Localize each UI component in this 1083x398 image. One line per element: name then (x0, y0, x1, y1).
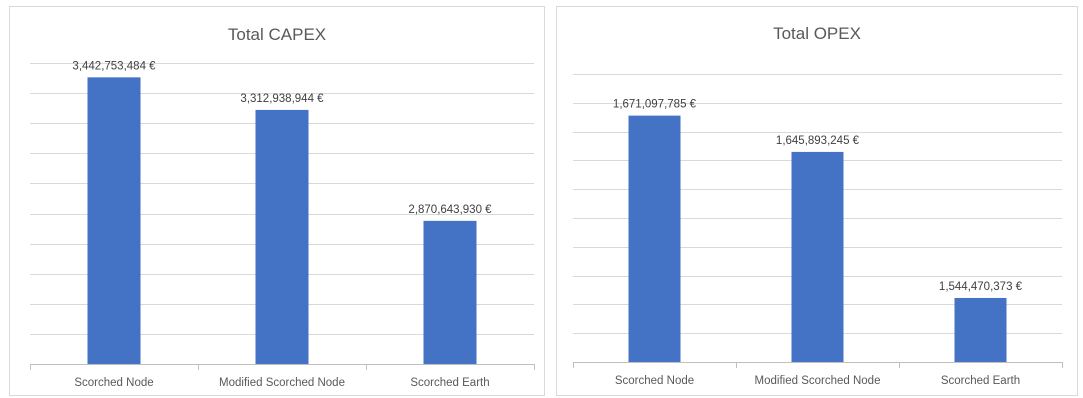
data-label: 3,442,753,484 € (72, 60, 156, 72)
x-tick-label: Modified Scorched Node (219, 377, 345, 389)
bar-scorched-earth (423, 220, 477, 364)
x-tick-label: Scorched Earth (410, 377, 489, 389)
bar-modified-scorched-node (791, 151, 844, 362)
chart-title: Total CAPEX (228, 25, 326, 44)
chart-title: Total OPEX (773, 24, 861, 43)
data-label: 3,312,938,944 € (240, 93, 324, 105)
x-tick-label: Scorched Node (615, 375, 694, 387)
data-label: 1,645,893,245 € (776, 135, 860, 147)
data-label: 2,870,643,930 € (408, 204, 492, 216)
bar-modified-scorched-node (255, 109, 309, 365)
bar-scorched-earth (954, 297, 1007, 362)
x-tick-label: Modified Scorched Node (755, 375, 881, 387)
opex-chart-panel: Total OPEX 1,671,097,785 € Scorched Node 1,… (556, 6, 1078, 396)
data-label: 1,671,097,785 € (613, 99, 697, 111)
data-label: 1,544,470,373 € (939, 281, 1023, 293)
bar-scorched-node (87, 77, 141, 364)
capex-bar-chart: Total CAPEX 3,442,753,484 € Scorched Node 3… (30, 25, 535, 389)
opex-bar-chart: Total OPEX 1,671,097,785 € Scorched Node 1,… (573, 24, 1063, 387)
x-tick-label: Scorched Node (74, 377, 153, 389)
x-tick-label: Scorched Earth (941, 375, 1020, 387)
capex-chart-panel: Total CAPEX 3,442,753,484 € Scorched Node 3… (9, 6, 545, 396)
bar-scorched-node (628, 115, 681, 362)
